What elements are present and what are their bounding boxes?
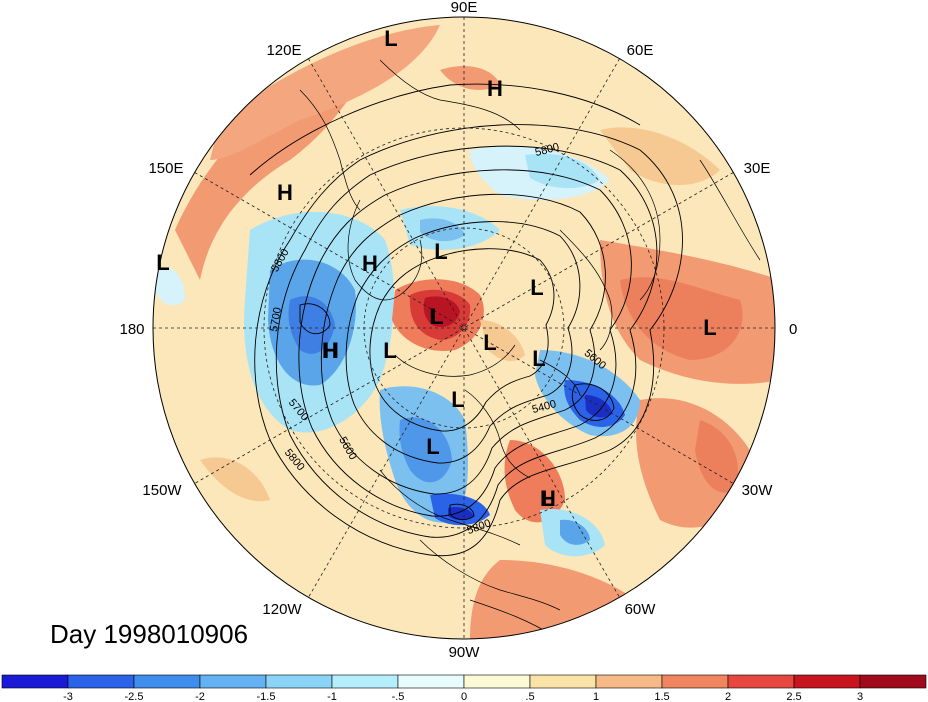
colorbar-box xyxy=(529,674,597,689)
low-pressure-marker: L xyxy=(430,304,443,329)
longitude-label: 150W xyxy=(142,482,182,499)
longitude-labels: 90E 60E 30E 0 30W 60W 90W 120W 150W 180 150E 120E xyxy=(119,0,797,661)
longitude-label: 180 xyxy=(119,321,144,338)
low-pressure-marker: L xyxy=(451,387,464,412)
colorbar-tick-label: -3 xyxy=(63,691,73,702)
colorbar-tick-label: -2 xyxy=(195,691,205,702)
colorbar: -3 -2.5 -2 -1.5 -1 -.5 0 .5 1 1.5 2 2.5 3 xyxy=(1,674,927,702)
longitude-label: 120W xyxy=(262,601,302,618)
low-pressure-marker: L xyxy=(383,338,396,363)
colorbar-tick-label: 3 xyxy=(857,691,863,702)
colorbar-tick-label: -.5 xyxy=(392,691,405,702)
colorbar-tick-label: 2.5 xyxy=(786,691,801,702)
longitude-label: 90W xyxy=(449,644,481,661)
colorbar-box xyxy=(265,674,333,689)
graticule xyxy=(153,17,775,639)
high-pressure-marker: H xyxy=(487,76,503,101)
colorbar-box xyxy=(397,674,465,689)
colorbar-box xyxy=(1,674,69,689)
colorbar-box xyxy=(67,674,135,689)
low-pressure-marker: L xyxy=(434,239,447,264)
longitude-label: 90E xyxy=(451,0,478,16)
colorbar-box xyxy=(661,674,729,689)
longitude-label: 30E xyxy=(744,160,771,177)
low-pressure-marker: L xyxy=(426,434,439,459)
contour-label: 5700 xyxy=(268,306,284,332)
high-pressure-marker: H xyxy=(362,251,378,276)
map-title: Day 1998010906 xyxy=(50,619,249,649)
map-boundary xyxy=(152,16,776,640)
longitude-label: 60E xyxy=(627,42,654,59)
colorbar-tick-label: -2.5 xyxy=(125,691,144,702)
colorbar-tick-label: 0 xyxy=(461,691,467,702)
longitude-label: 60W xyxy=(625,601,657,618)
colorbar-box xyxy=(727,674,795,689)
colorbar-box xyxy=(793,674,861,689)
colorbar-box xyxy=(595,674,663,689)
high-pressure-marker: H xyxy=(540,486,556,511)
colorbar-box xyxy=(859,674,927,689)
colorbar-box xyxy=(331,674,399,689)
low-pressure-marker: L xyxy=(703,315,716,340)
low-pressure-marker: L xyxy=(541,486,554,511)
low-pressure-marker: L xyxy=(156,250,169,275)
colorbar-box xyxy=(463,674,531,689)
colorbar-tick-label: -1.5 xyxy=(257,691,276,702)
colorbar-tick-label: 2 xyxy=(725,691,731,702)
low-pressure-marker: L xyxy=(483,330,496,355)
low-pressure-marker: L xyxy=(429,304,442,329)
high-pressure-marker: H xyxy=(322,338,338,363)
low-pressure-marker: L xyxy=(530,275,543,300)
longitude-label: 150E xyxy=(148,160,183,177)
low-pressure-marker: L xyxy=(384,26,397,51)
colorbar-box xyxy=(133,674,201,689)
colorbar-tick-label: .5 xyxy=(525,691,534,702)
longitude-label: 0 xyxy=(789,321,797,338)
high-pressure-marker: H xyxy=(277,180,293,205)
longitude-label: 30W xyxy=(742,482,774,499)
high-pressure-marker: H xyxy=(323,338,339,363)
colorbar-tick-label: -1 xyxy=(327,691,337,702)
longitude-label: 120E xyxy=(266,42,301,59)
colorbar-box xyxy=(199,674,267,689)
height-contours xyxy=(249,83,683,557)
low-pressure-marker: L xyxy=(532,346,545,371)
colorbar-tick-label: 1.5 xyxy=(654,691,669,702)
colorbar-tick-label: 1 xyxy=(593,691,599,702)
